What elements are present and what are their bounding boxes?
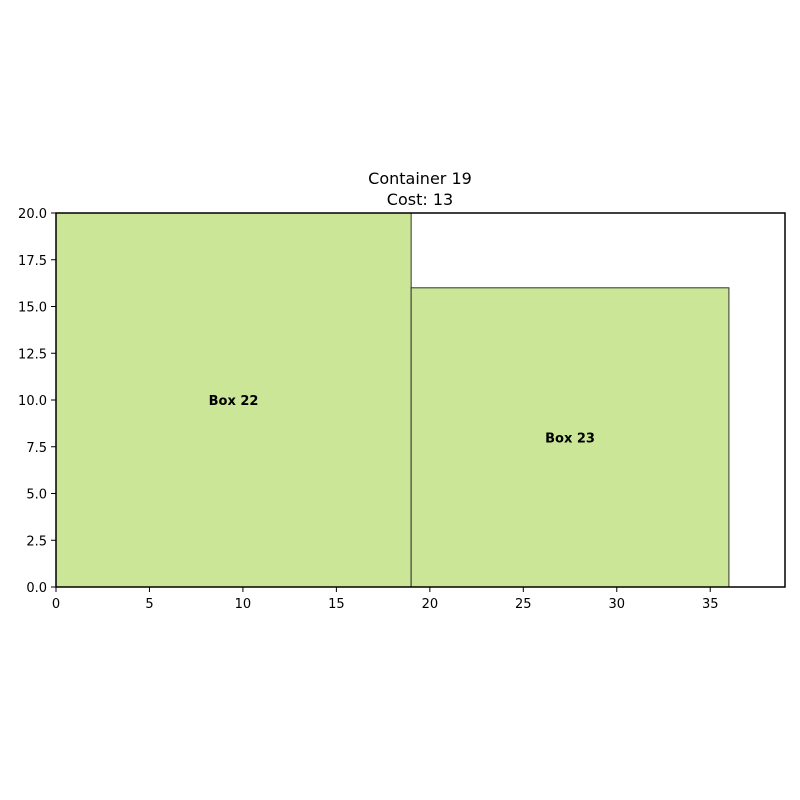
chart-title: Container 19 <box>368 169 472 188</box>
x-tick-label: 20 <box>422 597 439 612</box>
box-rect <box>410 287 730 588</box>
y-tick-label: 15.0 <box>18 301 47 316</box>
x-tick-label: 15 <box>328 597 345 612</box>
x-tick-label: 10 <box>235 597 252 612</box>
y-tick-label: 0.0 <box>26 581 47 596</box>
y-tick-label: 10.0 <box>18 394 47 409</box>
y-tick-label: 7.5 <box>26 441 47 456</box>
x-tick-label: 35 <box>702 597 719 612</box>
x-tick-label: 30 <box>608 597 625 612</box>
y-tick-label: 12.5 <box>18 347 47 362</box>
y-tick-label: 20.0 <box>18 207 47 222</box>
box-label: Box 23 <box>545 431 595 446</box>
box-rect <box>55 212 412 588</box>
x-tick-label: 5 <box>145 597 153 612</box>
box-label: Box 22 <box>209 394 259 409</box>
x-tick-label: 25 <box>515 597 532 612</box>
chart-subtitle: Cost: 13 <box>387 190 453 209</box>
y-tick-label: 2.5 <box>26 534 47 549</box>
y-tick-label: 5.0 <box>26 488 47 503</box>
plot-area: Box 22 Box 23 0 5 10 15 20 25 30 35 0.0 2.5 5.0 7.5 10… <box>18 207 786 612</box>
y-tick-label: 17.5 <box>18 254 47 269</box>
x-tick-label: 0 <box>52 597 60 612</box>
